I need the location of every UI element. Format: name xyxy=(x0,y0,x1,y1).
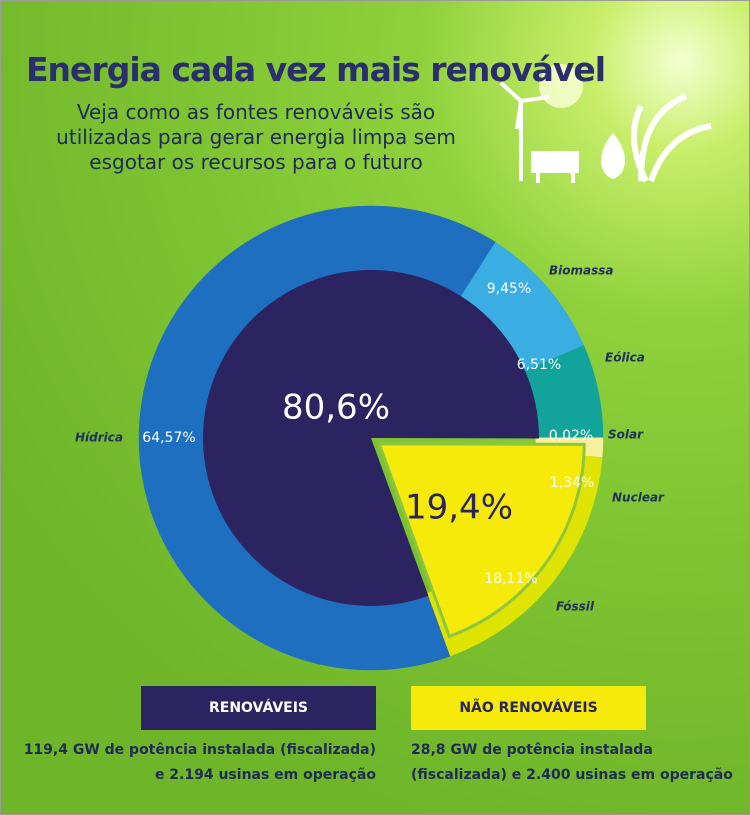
group-slice xyxy=(377,442,586,639)
slice-name: Fóssil xyxy=(556,600,595,614)
slice-name: Hídrica xyxy=(75,431,123,445)
slice-label: 64,57% xyxy=(142,430,195,446)
slice-label: 6,51% xyxy=(517,357,561,373)
slice-name: Nuclear xyxy=(612,491,665,505)
decoration xyxy=(499,64,712,183)
group-slice xyxy=(203,270,540,606)
group-name: RENOVÁVEIS xyxy=(209,699,308,716)
subtitle: Veja como as fontes renováveis são xyxy=(77,100,435,124)
group-description: 119,4 GW de potência instalada (fiscaliz… xyxy=(24,742,376,758)
group-description: (fiscalizada) e 2.400 usinas em operação xyxy=(411,767,733,783)
group-label: 19,4% xyxy=(405,488,513,528)
subtitle: esgotar os recursos para o futuro xyxy=(89,150,422,174)
group-description: e 2.194 usinas em operação xyxy=(155,767,376,783)
slice-label: 0,02% xyxy=(549,428,593,444)
title: Energia cada vez mais renovável xyxy=(26,50,605,89)
slice-label: 9,45% xyxy=(487,281,531,297)
slice-name: Biomassa xyxy=(549,264,614,278)
subtitle: utilizadas para gerar energia limpa sem xyxy=(56,125,456,149)
group-description: 28,8 GW de potência instalada xyxy=(411,742,653,758)
group-name: NÃO RENOVÁVEIS xyxy=(459,699,597,716)
slice-label: 1,34% xyxy=(550,475,594,491)
group-box xyxy=(141,686,376,730)
slice-label: 18,11% xyxy=(484,571,537,587)
group-box xyxy=(411,686,646,730)
slice-name: Solar xyxy=(608,428,644,442)
group-label: 80,6% xyxy=(282,388,390,428)
slice-name: Eólica xyxy=(605,351,645,365)
